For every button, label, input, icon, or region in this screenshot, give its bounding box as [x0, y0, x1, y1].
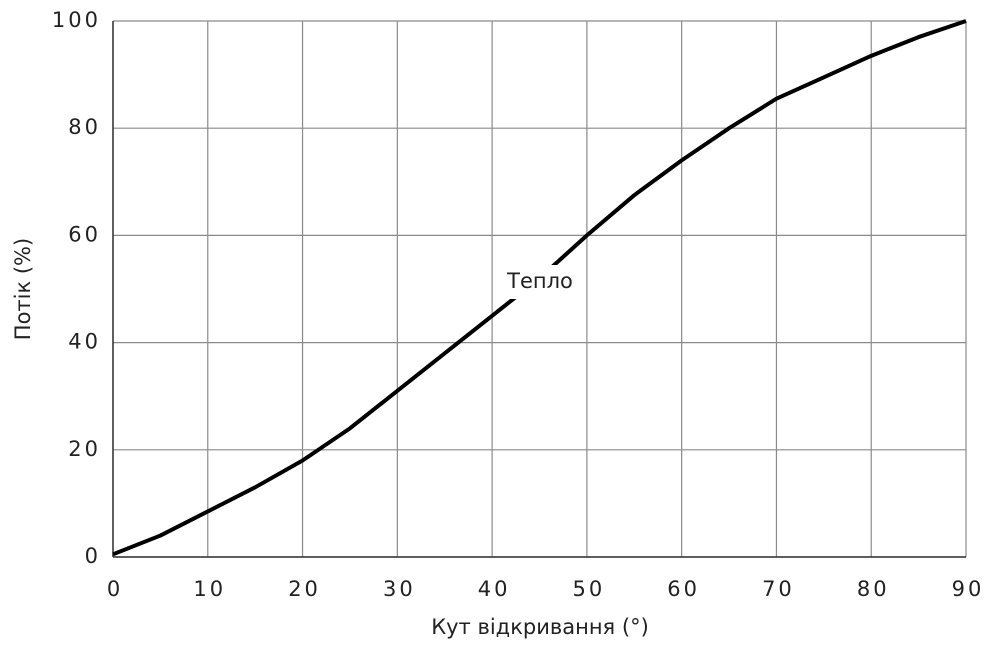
x-tick-label: 80	[857, 577, 890, 601]
y-tick-label: 0	[85, 544, 101, 568]
y-tick-label: 40	[68, 330, 101, 354]
annotation: Тепло	[506, 269, 573, 293]
x-axis-label: Кут відкривання (°)	[431, 615, 649, 639]
x-tick-label: 40	[478, 577, 511, 601]
x-tick-label: 20	[288, 577, 321, 601]
x-tick-label: 30	[383, 577, 416, 601]
x-tick-label: 10	[193, 577, 226, 601]
y-tick-label: 80	[68, 115, 101, 139]
x-tick-label: 0	[107, 577, 123, 601]
annotation-background	[496, 265, 582, 299]
x-tick-label: 70	[762, 577, 795, 601]
y-tick-label: 60	[68, 222, 101, 246]
x-tick-label: 50	[573, 577, 606, 601]
x-tick-label: 90	[952, 577, 985, 601]
y-axis-label: Потік (%)	[11, 238, 35, 340]
x-tick-label: 60	[667, 577, 700, 601]
y-tick-label: 20	[68, 437, 101, 461]
y-tick-label: 100	[52, 8, 101, 32]
